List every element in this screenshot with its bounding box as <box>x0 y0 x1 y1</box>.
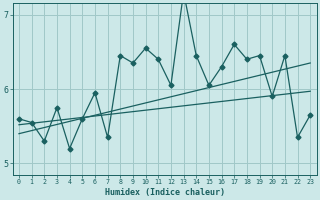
X-axis label: Humidex (Indice chaleur): Humidex (Indice chaleur) <box>105 188 225 197</box>
